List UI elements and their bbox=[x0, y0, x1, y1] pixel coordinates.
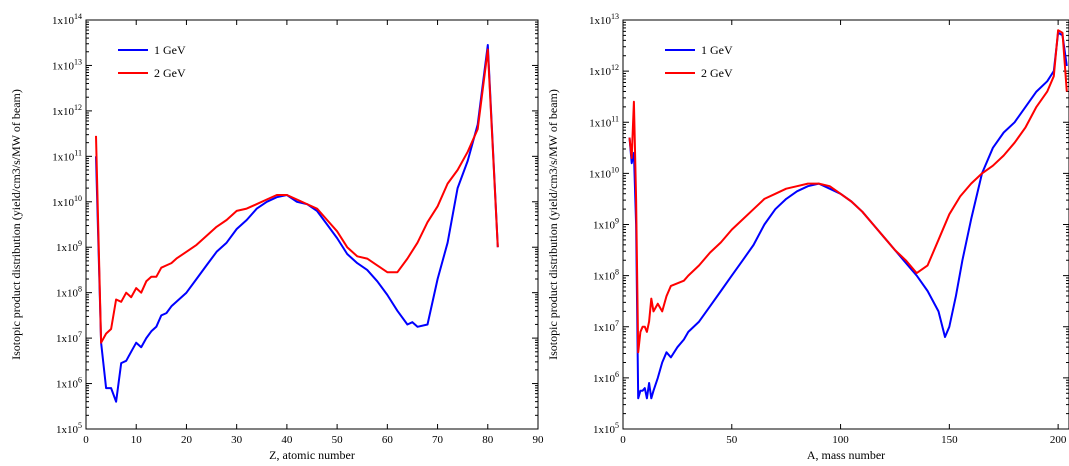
x-tick-label: 50 bbox=[332, 434, 344, 446]
plot-frame bbox=[85, 19, 539, 430]
x-tick-label: 10 bbox=[131, 434, 143, 446]
x-tick-label: 150 bbox=[941, 434, 958, 446]
series-line-2-gev bbox=[628, 29, 1068, 354]
x-tick-label: 40 bbox=[281, 434, 293, 446]
x-axis-title: A, mass number bbox=[807, 448, 885, 462]
x-tick-label: 90 bbox=[533, 434, 545, 446]
x-axis-title: Z, atomic number bbox=[269, 448, 355, 462]
legend-label: 2 GeV bbox=[154, 66, 186, 80]
y-tick-label: 1x1013 bbox=[52, 57, 82, 72]
x-tick-label: 200 bbox=[1050, 434, 1067, 446]
chart-panel-2: 0 50 100 150 200 1x105 1x106 1x107 1x108 1x109 1x1… bbox=[546, 12, 1069, 462]
y-tick-label: 1x107 bbox=[593, 319, 619, 334]
y-tick-label: 1x109 bbox=[56, 239, 82, 254]
x-tick-label: 60 bbox=[382, 434, 394, 446]
x-tick-label: 50 bbox=[726, 434, 738, 446]
y-tick-label: 1x1010 bbox=[52, 194, 82, 209]
y-tick-label: 1x1014 bbox=[52, 12, 82, 27]
y-tick-label: 1x1012 bbox=[589, 63, 619, 78]
y-tick-label: 1x106 bbox=[56, 376, 82, 391]
chart-panel-1: 0 10 20 30 40 50 60 70 80 90 1x105 1x106 1x107 1x108 1… bbox=[9, 12, 544, 462]
x-tick-label: 0 bbox=[620, 434, 626, 446]
y-tick-label: 1x105 bbox=[593, 421, 619, 436]
x-tick-label: 80 bbox=[482, 434, 494, 446]
y-tick-label: 1x1012 bbox=[52, 103, 82, 118]
y-axis-title: Isotopic product distribution (yield/cm3… bbox=[546, 89, 560, 360]
x-tick-label: 0 bbox=[83, 434, 89, 446]
series-line-1-gev bbox=[95, 44, 499, 403]
series-line-1-gev bbox=[628, 31, 1068, 400]
plot-frame bbox=[622, 19, 1069, 430]
legend-label: 1 GeV bbox=[701, 43, 733, 57]
x-tick-label: 20 bbox=[181, 434, 193, 446]
y-tick-label: 1x108 bbox=[593, 268, 619, 283]
legend-label: 2 GeV bbox=[701, 66, 733, 80]
y-tick-label: 1x109 bbox=[593, 217, 619, 232]
y-tick-label: 1x105 bbox=[56, 421, 82, 436]
y-tick-label: 1x1010 bbox=[589, 165, 619, 180]
y-tick-label: 1x108 bbox=[56, 285, 82, 300]
y-tick-label: 1x107 bbox=[56, 330, 82, 345]
x-tick-label: 100 bbox=[832, 434, 849, 446]
y-tick-label: 1x106 bbox=[593, 370, 619, 385]
x-tick-label: 30 bbox=[231, 434, 243, 446]
y-axis-title: Isotopic product distribution (yield/cm3… bbox=[9, 89, 23, 360]
x-tick-label: 70 bbox=[432, 434, 444, 446]
y-tick-label: 1x1011 bbox=[52, 148, 82, 163]
series-line-2-gev bbox=[95, 48, 499, 344]
y-tick-label: 1x1013 bbox=[589, 12, 619, 27]
legend-label: 1 GeV bbox=[154, 43, 186, 57]
y-tick-label: 1x1011 bbox=[589, 114, 619, 129]
